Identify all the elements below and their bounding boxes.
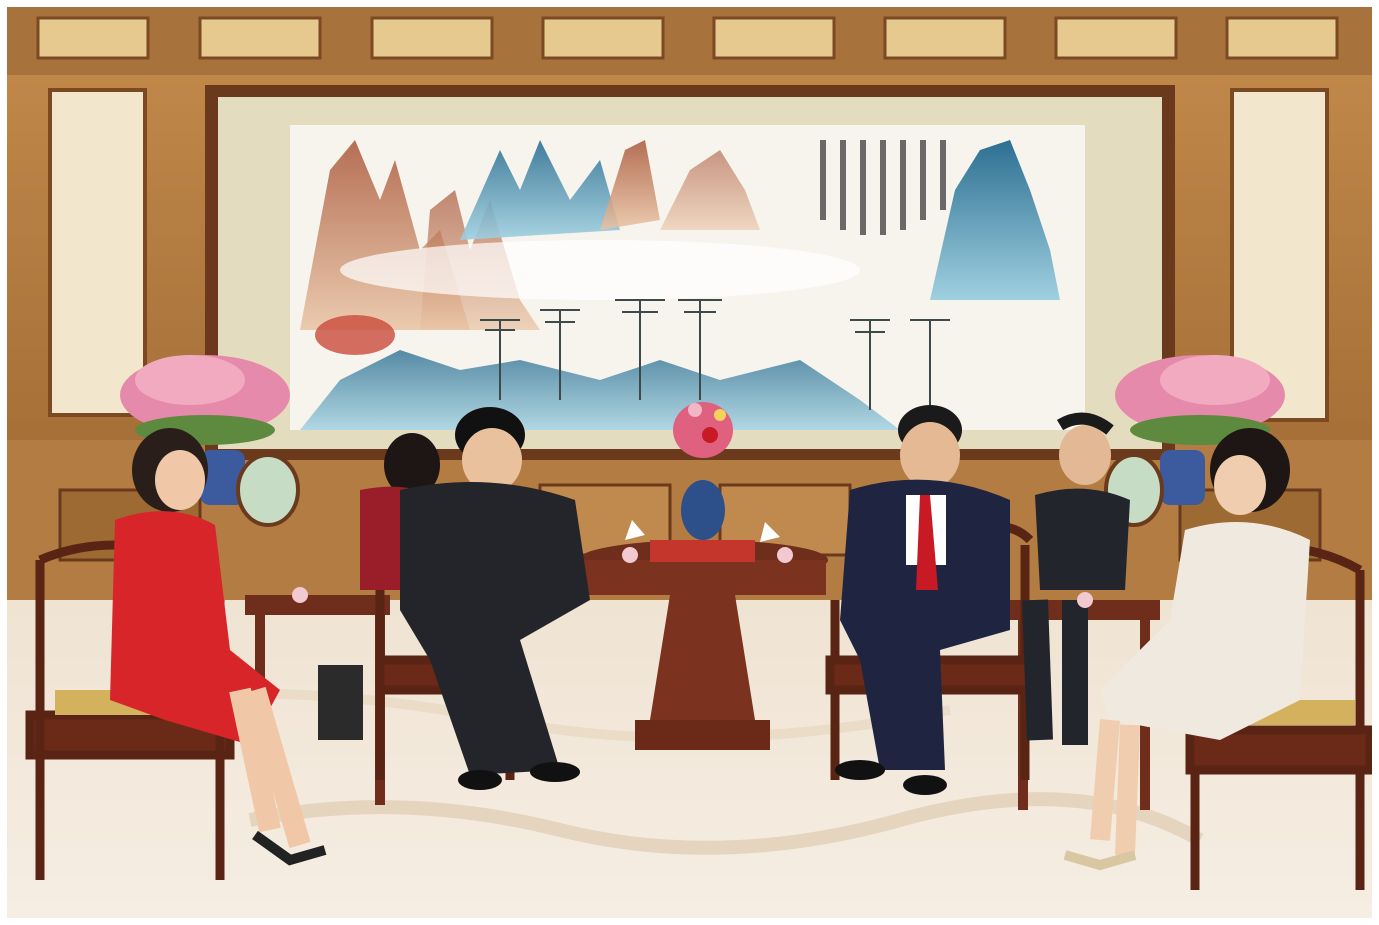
left-wall-panel xyxy=(48,88,147,417)
handbag xyxy=(318,665,363,740)
landscape-painting xyxy=(205,85,1175,460)
fan-screen-left xyxy=(236,453,300,527)
